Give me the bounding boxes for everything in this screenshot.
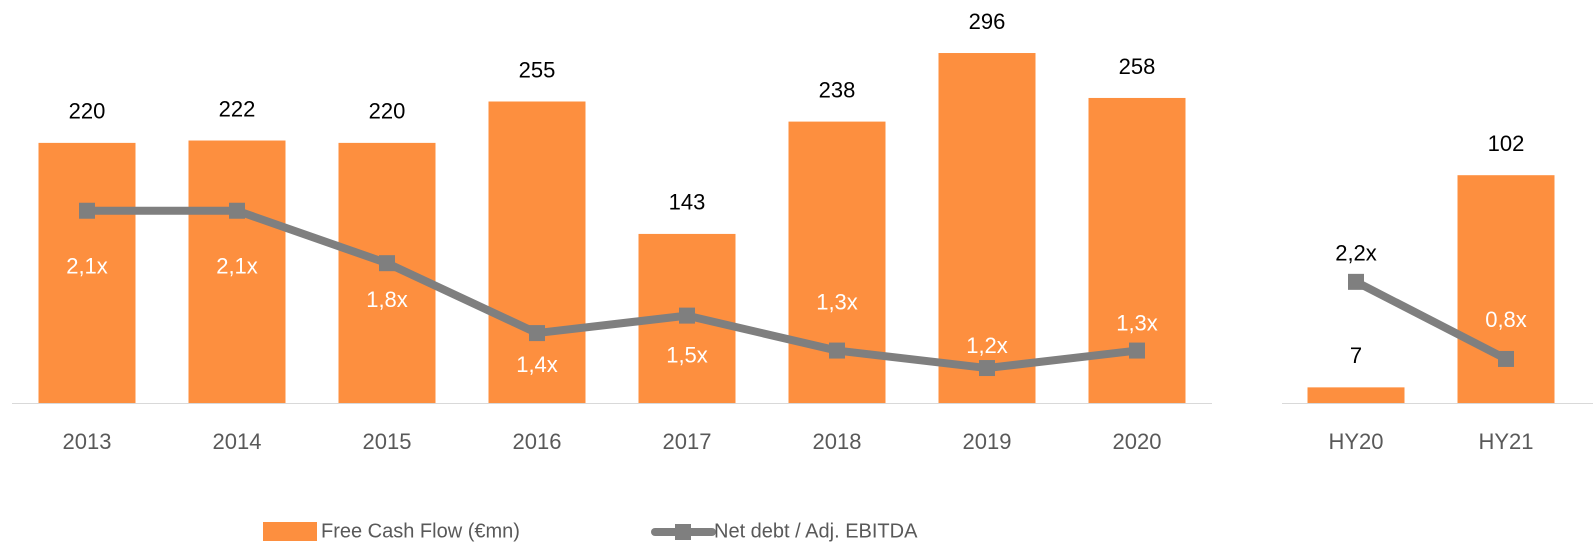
legend-swatch [263,522,317,541]
x-tick-label: 2019 [963,429,1012,454]
line-marker [229,202,245,219]
value-label: 238 [819,77,856,102]
bar [338,142,436,403]
value-label: 220 [69,99,106,124]
value-label: 0,8x [1485,307,1527,332]
value-label: 255 [519,57,556,82]
value-label: 2,1x [66,254,108,279]
value-label: 222 [219,96,256,121]
line-marker [679,307,695,324]
x-tick-label: 2014 [213,429,262,454]
line-marker [1348,273,1364,290]
value-label: 1,3x [1116,310,1158,335]
value-label: 296 [969,9,1006,34]
legend-label: Net debt / Adj. EBITDA [714,520,918,542]
line-marker [379,255,395,272]
line-marker [979,360,995,377]
line-marker [529,325,545,342]
value-label: 220 [369,99,406,124]
x-tick-label: 2013 [63,429,112,454]
value-label: 2,2x [1335,241,1377,266]
value-label: 1,2x [966,333,1008,358]
value-label: 1,4x [516,352,558,377]
x-tick-label: HY21 [1478,429,1533,454]
value-label: 1,3x [816,289,858,314]
line-marker [1129,342,1145,359]
line [1354,278,1508,363]
bar [938,53,1036,403]
value-label: 7 [1350,343,1362,368]
x-tick-label: 2016 [513,429,562,454]
x-tick-label: 2020 [1113,429,1162,454]
bar [188,140,286,404]
bar [488,101,586,403]
bar [38,142,136,403]
bar [1307,387,1405,403]
legend-label: Free Cash Flow (€mn) [321,520,520,542]
x-tick-label: 2018 [813,429,862,454]
bar [1457,175,1555,403]
line-marker [1498,350,1514,367]
line [87,206,1138,373]
line-marker [829,342,845,359]
value-label: 2,1x [216,254,258,279]
legend-marker [675,524,691,540]
value-label: 258 [1119,54,1156,79]
x-tick-label: HY20 [1328,429,1383,454]
value-label: 1,8x [366,287,408,312]
value-label: 1,5x [666,342,708,367]
value-label: 143 [669,190,706,215]
bar [788,121,886,403]
value-label: 102 [1488,131,1525,156]
x-tick-label: 2015 [363,429,412,454]
line-marker [79,202,95,219]
x-tick-label: 2017 [663,429,712,454]
